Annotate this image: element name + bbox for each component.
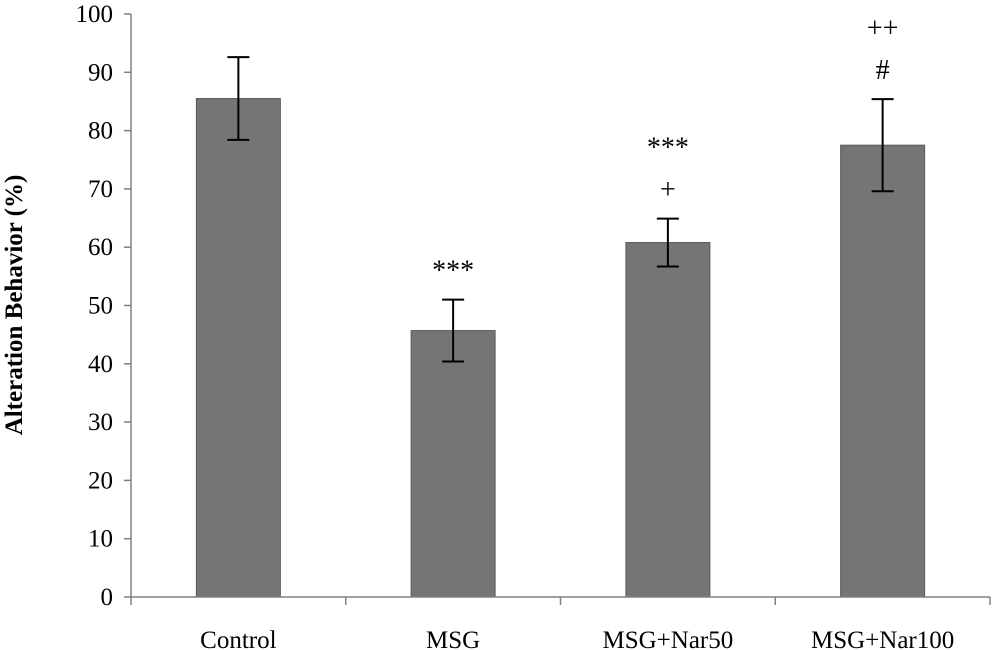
y-tick-label: 60 [88,234,113,261]
y-tick-label: 90 [88,59,113,86]
x-category-label: MSG+Nar50 [602,627,733,650]
y-tick-label: 40 [88,351,113,378]
y-axis-ticks: 0 10 20 30 40 50 60 70 80 90 100 [76,1,131,611]
annotations-group: *** + *** # ++ [432,13,898,287]
y-tick-label: 100 [76,1,114,28]
y-tick-label: 20 [88,467,113,494]
bar [195,98,281,598]
significance-marker: *** [432,256,474,287]
bar [410,330,496,598]
error-bars-group [227,56,894,363]
bar [840,144,926,598]
significance-marker: # [876,55,890,86]
x-category-label: MSG+Nar100 [811,627,954,650]
x-axis-ticks [130,597,991,605]
significance-marker: *** [647,133,689,164]
significance-marker: ++ [867,13,899,44]
bars-group [195,98,926,598]
x-category-label: Control [200,627,276,650]
y-axis-title: Alteration Behavior (%) [1,175,28,436]
bar [625,242,711,598]
y-tick-label: 70 [88,176,113,203]
y-tick-label: 30 [88,409,113,436]
y-tick-label: 80 [88,118,113,145]
y-tick-label: 10 [88,526,113,553]
y-tick-label: 0 [101,584,114,611]
significance-marker: + [660,175,676,206]
x-category-label: MSG [426,627,480,650]
x-axis-labels: Control MSG MSG+Nar50 MSG+Nar100 [200,627,954,650]
y-tick-label: 50 [88,293,113,320]
